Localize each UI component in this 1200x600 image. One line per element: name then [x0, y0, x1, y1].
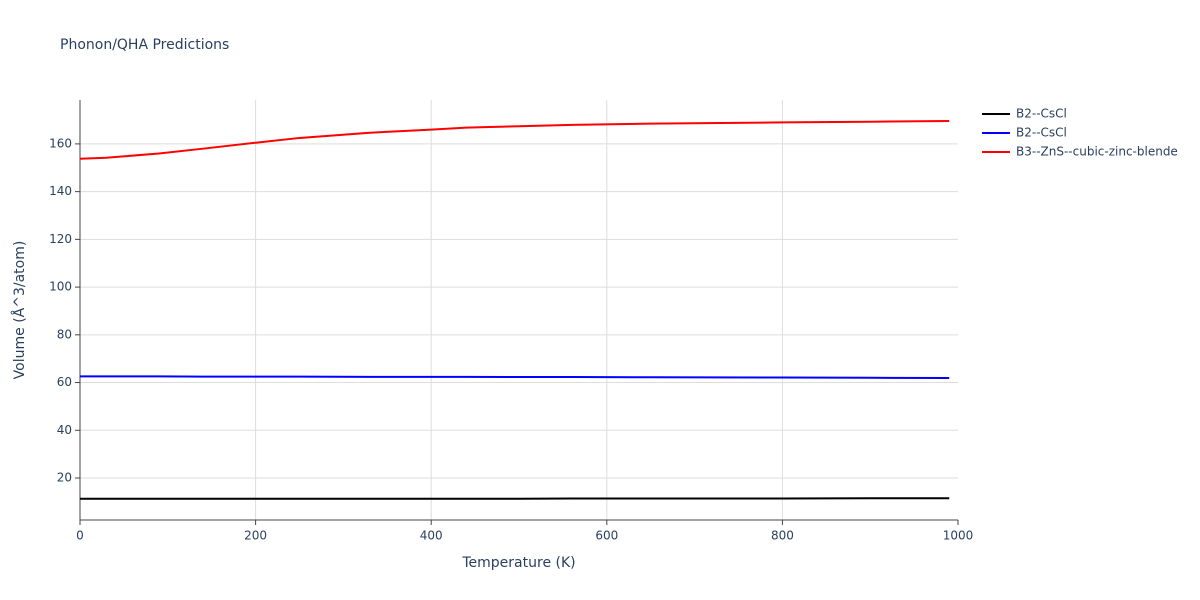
- y-tick-label: 80: [57, 327, 72, 341]
- y-tick-label: 140: [49, 184, 72, 198]
- x-tick-label: 600: [595, 529, 618, 543]
- y-axis-label: Volume (Å^3/atom): [11, 241, 28, 380]
- legend-label: B3--ZnS--cubic-zinc-blende: [1016, 145, 1178, 159]
- y-tick-label: 40: [57, 423, 72, 437]
- y-tick-label: 100: [49, 280, 72, 294]
- y-tick-label: 20: [57, 471, 72, 485]
- x-tick-label: 200: [244, 529, 267, 543]
- y-tick-label: 160: [49, 136, 72, 150]
- x-tick-label: 800: [771, 529, 794, 543]
- y-tick-label: 60: [57, 375, 72, 389]
- series-line: [80, 375, 950, 380]
- series-line: [79, 120, 950, 160]
- x-tick-label: 400: [420, 529, 443, 543]
- chart-title: Phonon/QHA Predictions: [60, 37, 229, 53]
- legend-label: B2--CsCl: [1016, 126, 1067, 140]
- legend-label: B2--CsCl: [1016, 107, 1067, 121]
- x-axis-label: Temperature (K): [461, 555, 575, 571]
- x-tick-label: 0: [76, 529, 84, 543]
- y-tick-label: 120: [49, 232, 72, 246]
- x-tick-label: 1000: [943, 529, 974, 543]
